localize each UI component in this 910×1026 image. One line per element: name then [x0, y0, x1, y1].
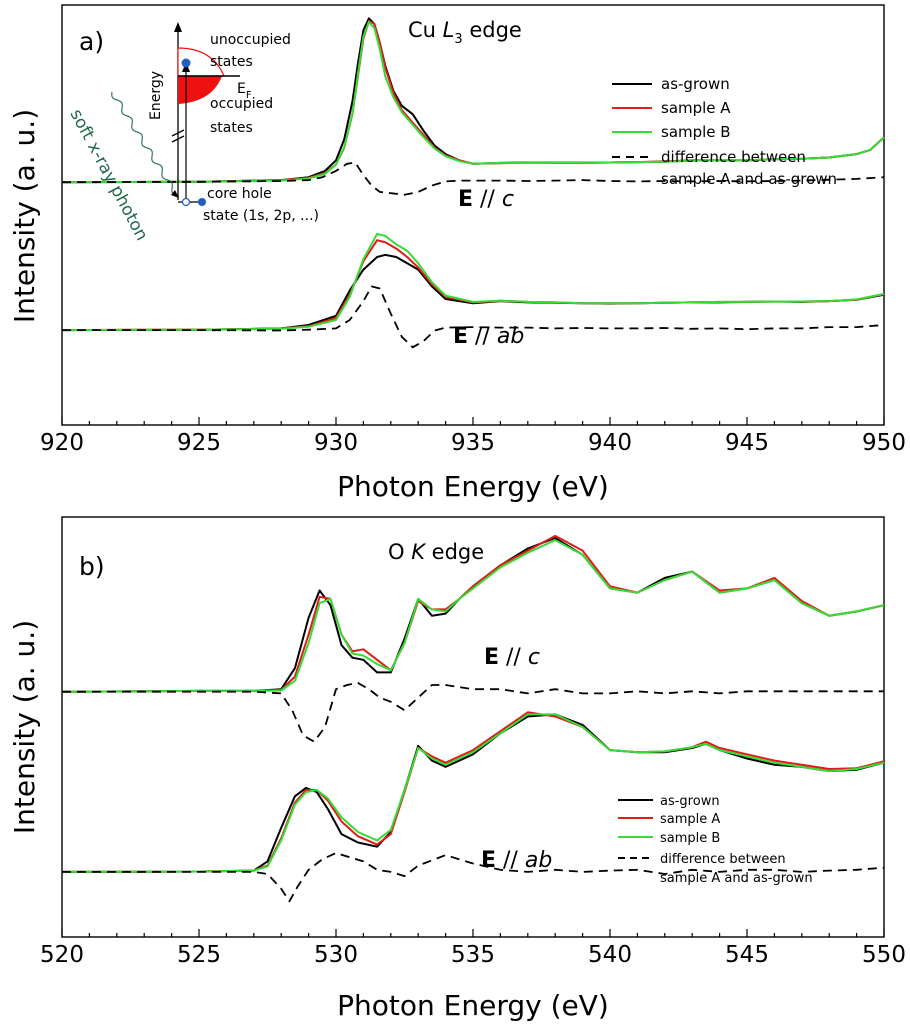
panel-a-legend: as-grown sample A sample B difference be…: [612, 75, 837, 188]
inset-occupied-line2: states: [210, 120, 253, 136]
inset-unoccupied-line1: unoccupied: [210, 32, 291, 48]
panel-b-plot-area: [61, 534, 885, 903]
a-tick-label-950: 950: [862, 430, 906, 456]
b-tick-label-530: 530: [314, 942, 358, 968]
inset-photon-wave: [111, 91, 175, 196]
panel-a-x-axis-label: Photon Energy (eV): [337, 470, 609, 503]
a-tick-label-945: 945: [725, 430, 769, 456]
panel-a-label-e-c: E // c: [458, 187, 514, 212]
panel-a-label-e-ab: E // ab: [453, 324, 524, 349]
inset-axis-arrowhead: [174, 22, 182, 32]
legend-a-difference-line2: sample A and as-grown: [661, 170, 837, 188]
panel-b-x-axis-label: Photon Energy (eV): [337, 989, 609, 1022]
panel-a-y-axis-label: Intensity (a. u.): [8, 109, 41, 323]
inset-occupied-band: [178, 76, 222, 104]
legend-b-sample-a: sample A: [660, 812, 720, 827]
legend-a-difference-line1: difference between: [661, 148, 806, 166]
a-group0-series-sample: [61, 20, 885, 184]
panel-b: 520 525 530 535 540 545 550 b) O K edge E // c…: [8, 516, 906, 1022]
panel-a-plot-area: [61, 17, 885, 349]
legend-b-as-grown: as-grown: [660, 794, 720, 809]
a-tick-label-920: 920: [40, 430, 84, 456]
legend-a-as-grown: as-grown: [661, 75, 730, 93]
b-tick-label-535: 535: [451, 942, 495, 968]
legend-b-sample-b: sample B: [660, 831, 720, 846]
a-group1-series-sample: [61, 239, 885, 332]
b-group0-series-sample: [61, 539, 885, 693]
inset-unoccupied-line2: states: [210, 54, 253, 70]
b-tick-label-540: 540: [588, 942, 632, 968]
legend-a-sample-a: sample A: [661, 99, 731, 117]
inset-core-hole: [181, 197, 191, 207]
b-tick-label-545: 545: [725, 942, 769, 968]
a-group1-series-difference: [62, 285, 885, 349]
inset-photon-arrowhead: [171, 190, 179, 198]
inset-energy-label: Energy: [148, 71, 164, 120]
b-tick-label-520: 520: [40, 942, 84, 968]
a-tick-label-935: 935: [451, 430, 495, 456]
inset-excited-electron: [181, 58, 191, 68]
inset-fermi-label: EF: [237, 81, 252, 101]
panel-b-legend: as-grown sample A sample B difference be…: [618, 794, 813, 886]
panel-b-label-e-ab: E // ab: [481, 848, 552, 873]
inset-occupied-line1: occupied: [210, 96, 273, 112]
legend-b-difference-line2: sample A and as-grown: [660, 871, 813, 886]
b-group1-series-sample: [61, 713, 885, 873]
a-tick-label-925: 925: [177, 430, 221, 456]
b-group1-series-difference: [62, 852, 885, 903]
legend-b-difference-line1: difference between: [660, 852, 786, 867]
b-tick-label-550: 550: [862, 942, 906, 968]
inset-core-electron: [198, 198, 206, 206]
inset-axis-break-2: [171, 135, 185, 143]
a-group1-series-sample: [61, 232, 885, 332]
panel-b-label-e-c: E // c: [484, 645, 540, 670]
inset-axis-break-1: [171, 129, 185, 137]
panel-a-title: Cu L3 edge: [408, 18, 522, 47]
inset-core-line1: core hole: [207, 186, 272, 202]
panel-b-title: O K edge: [388, 540, 484, 564]
panel-b-y-axis-label: Intensity (a. u.): [8, 620, 41, 834]
panel-b-letter: b): [79, 552, 105, 581]
panel-a: 920 925 930 935 940 945 950 a) Cu L3 edge E //…: [8, 4, 906, 503]
b-tick-label-525: 525: [177, 942, 221, 968]
b-group0-series-difference: [62, 682, 884, 743]
inset-core-line2: state (1s, 2p, ...): [203, 208, 319, 224]
panel-a-x-ticks: 920 925 930 935 940 945 950: [40, 417, 906, 456]
panel-b-x-ticks: 520 525 530 535 540 545 550: [40, 929, 906, 968]
legend-a-sample-b: sample B: [661, 123, 731, 141]
b-group1-series-as-grown: [61, 713, 885, 873]
a-group0-series-difference: [61, 161, 885, 196]
a-group1-series-as-grown: [61, 253, 885, 332]
panel-a-letter: a): [79, 27, 104, 56]
a-tick-label-930: 930: [314, 430, 358, 456]
b-group1-series-sample: [61, 711, 885, 873]
inset-photon-label: soft x-ray photon: [66, 106, 152, 244]
a-tick-label-940: 940: [588, 430, 632, 456]
